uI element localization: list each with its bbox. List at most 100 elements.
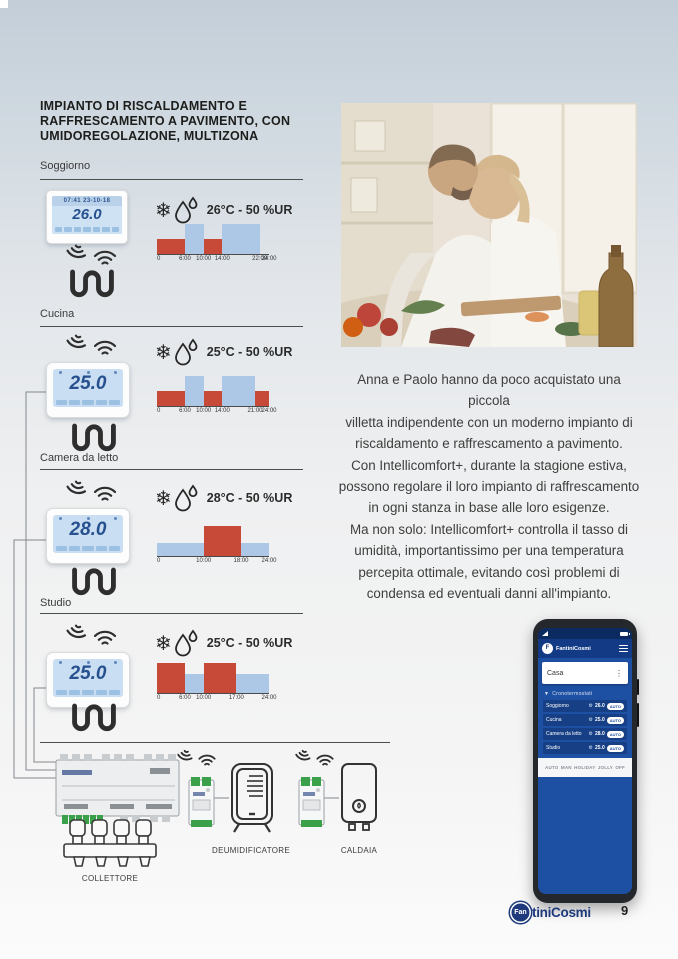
snowflake-icon: ❄	[155, 486, 172, 510]
thermostat-studio: 25.0	[46, 652, 130, 708]
paragraph-line: condensa ed eventuali danni all'impianto…	[366, 586, 612, 602]
wifi-transmit-icon	[66, 480, 87, 495]
condition-row: ❄ 25°C - 50 %UR	[155, 338, 292, 366]
zone-name: Camera da letto	[546, 731, 582, 737]
dehumidifier-drawing	[229, 762, 275, 834]
thermostat-buttons	[56, 546, 121, 551]
thermostat-display: 07:41 23-10-18 26.0	[52, 196, 122, 234]
gear-icon: ⚙	[588, 731, 593, 737]
schedule-bar-blue	[185, 376, 204, 406]
schedule-bar-red	[157, 239, 185, 254]
chart-axis: 0 6:00 10:00 14:00 21:00 24:00	[157, 408, 277, 416]
phone-zone-row: Camera da letto ⚙ 28.0 AUTO	[543, 728, 627, 740]
paragraph-line: umidità, importantissimo per una tempera…	[354, 543, 624, 559]
zone-mode-badge: AUTO	[606, 744, 624, 752]
thermostat-temp: 26.0	[72, 206, 102, 223]
wifi-pair	[175, 748, 219, 768]
caldaia-label: CALDAIA	[340, 846, 378, 855]
thermostat-display: 25.0	[53, 659, 123, 697]
page-title: IMPIANTO DI RISCALDAMENTO E RAFFRESCAMEN…	[40, 99, 290, 144]
signal-icon	[542, 631, 548, 636]
thermostat-datetime: 07:41 23-10-18	[52, 196, 122, 206]
app-header: F FantiniCosmi	[538, 639, 632, 658]
axis-tick: 17:00	[228, 695, 244, 701]
wifi-pair	[64, 242, 120, 268]
axis-tick: 24:00	[261, 256, 277, 262]
schedule-chart-soggiorno: 0 6:00 10:00 14:00 22:00 24:00	[157, 224, 277, 262]
zone-status: ⚙ 25.0 AUTO	[588, 744, 624, 752]
schedule-bar-red	[157, 391, 185, 406]
schedule-bar-blue	[236, 674, 269, 693]
thermostat-cucina: 25.0	[46, 362, 130, 418]
schedule-bar-red	[203, 239, 223, 254]
divider	[40, 469, 303, 470]
divider	[40, 742, 390, 743]
phone-power-button	[637, 679, 639, 695]
house-name: Casa	[547, 669, 564, 677]
room-label-studio: Studio	[40, 597, 72, 609]
zone-temp: 26.0	[595, 703, 605, 709]
thermostat-temp: 25.0	[69, 373, 107, 394]
manifold-drawing	[62, 818, 158, 874]
condition-row: ❄ 28°C - 50 %UR	[155, 484, 292, 512]
divider	[40, 326, 303, 327]
axis-tick: 18:00	[233, 558, 249, 564]
wifi-icon	[93, 250, 117, 265]
thermostat-display: 28.0	[53, 515, 123, 553]
axis-tick: 24:00	[261, 695, 277, 701]
schedule-chart-cucina: 0 6:00 10:00 14:00 21:00 24:00	[157, 376, 277, 414]
axis-tick: 6:00	[179, 256, 191, 262]
deumidificatore-label: DEUMIDIFICATORE	[212, 846, 290, 855]
thermostat-buttons	[55, 227, 119, 232]
zone-mode-badge: AUTO	[606, 702, 624, 710]
snowflake-icon: ❄	[155, 631, 172, 655]
page-number: 9	[621, 903, 629, 918]
phone-status-bar	[538, 628, 632, 639]
setpoint-text: 26°C - 50 %UR	[206, 203, 293, 217]
thermostat-display: 25.0	[53, 369, 123, 407]
chart-axis: 0 6:00 10:00 17:00 24:00	[157, 695, 277, 703]
room-label-camera: Camera da letto	[40, 452, 119, 464]
mode-label: HOLIDAY	[574, 765, 596, 770]
zone-mode-badge: AUTO	[606, 716, 624, 724]
schedule-bar-blue	[241, 542, 269, 556]
schedule-chart-studio: 0 6:00 10:00 17:00 24:00	[157, 663, 277, 701]
title-line: UMIDOREGOLAZIONE, MULTIZONA	[40, 129, 259, 143]
zone-temp: 25.0	[595, 717, 605, 723]
photo-couple-kitchen	[341, 103, 637, 347]
app-logo-icon: F	[542, 643, 553, 654]
schedule-chart-camera: 0 10:00 18:00 24:00	[157, 526, 277, 564]
phone-screen: F FantiniCosmi Casa ⋮ ▼ Cronotermostati …	[538, 628, 632, 894]
gear-icon: ⚙	[588, 745, 593, 751]
setpoint-text: 25°C - 50 %UR	[206, 345, 293, 359]
wifi-icon	[93, 486, 117, 501]
phone-zone-list: Soggiorno ⚙ 26.0 AUTO Cucina ⚙ 25.0 AUTO Camera …	[538, 700, 632, 754]
schedule-bar-blue	[185, 224, 204, 254]
phone-zone-row: Cucina ⚙ 25.0 AUTO	[543, 714, 627, 726]
axis-tick: 10:00	[196, 408, 212, 414]
divider	[40, 613, 303, 614]
schedule-bar-blue	[222, 376, 255, 406]
paragraph-line: possono regolare il loro impianto di raf…	[338, 479, 640, 495]
schedule-bar-red	[157, 663, 185, 693]
schedule-bar-red	[203, 391, 223, 406]
wifi-pair	[64, 332, 120, 358]
display-marks	[59, 661, 117, 664]
setpoint-text: 25°C - 50 %UR	[206, 636, 293, 650]
zone-name: Studio	[546, 745, 561, 751]
wifi-icon	[93, 630, 117, 645]
title-line: IMPIANTO DI RISCALDAMENTO E	[40, 99, 248, 113]
axis-tick: 22:00	[252, 256, 268, 262]
display-marks	[59, 517, 117, 520]
thermostat-buttons	[56, 400, 121, 405]
paragraph-line: Con Intellicomfort+, durante la stagione…	[351, 457, 627, 473]
wifi-pair	[293, 748, 337, 768]
thermostat-soggiorno: 07:41 23-10-18 26.0	[46, 190, 128, 244]
axis-tick: 21:00	[247, 408, 263, 414]
gear-icon: ⚙	[588, 703, 593, 709]
axis-tick: 0	[157, 558, 161, 564]
thermostat-buttons	[56, 690, 121, 695]
humidity-drop-icon	[174, 338, 198, 366]
axis-tick: 24:00	[261, 408, 277, 414]
zone-section-header: ▼ Cronotermostati	[538, 688, 632, 700]
